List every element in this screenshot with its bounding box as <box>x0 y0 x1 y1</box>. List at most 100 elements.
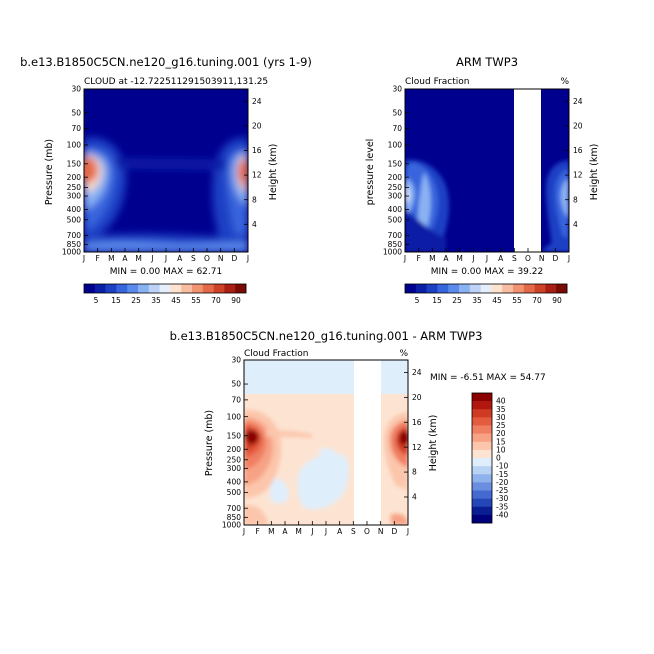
colorbar-swatch <box>534 284 546 293</box>
colorbar-swatch <box>472 425 492 434</box>
month-tick-label: J <box>324 527 327 536</box>
height-tick-label: 16 <box>573 146 583 155</box>
month-tick-label: O <box>525 254 531 263</box>
colorbar-swatch <box>202 284 214 293</box>
colorbar-label: 25 <box>496 421 506 430</box>
pressure-tick-label: 70 <box>71 124 81 133</box>
panel-c-min-max: MIN = -6.51 MAX = 54.77 <box>430 373 546 383</box>
colorbar-swatch <box>127 284 139 293</box>
height-tick-label: 8 <box>252 195 257 204</box>
pressure-tick-label: 300 <box>388 192 403 201</box>
colorbar-swatch <box>472 498 492 508</box>
month-tick-label: S <box>512 254 517 263</box>
colorbar-swatch <box>472 482 492 491</box>
height-tick-label: 8 <box>573 195 578 204</box>
panel-b-units: % <box>560 77 569 87</box>
colorbar-label: 35 <box>151 296 161 305</box>
height-tick-label: 20 <box>252 122 262 131</box>
month-tick-label: M <box>429 254 435 263</box>
colorbar-label: 40 <box>496 397 506 406</box>
pressure-tick-label: 1000 <box>62 248 81 257</box>
height-tick-label: 20 <box>412 393 422 402</box>
month-tick-label: J <box>82 254 85 263</box>
colorbar-swatch <box>159 284 171 293</box>
panel-a-y2label: Height (km) <box>268 144 279 201</box>
month-tick-label: A <box>122 254 128 263</box>
height-tick-label: 20 <box>573 122 583 131</box>
colorbar-swatch <box>472 433 492 443</box>
colorbar-label: 70 <box>532 296 542 305</box>
colorbar-swatch <box>472 441 492 451</box>
panel-a-min-max: MIN = 0.00 MAX = 62.71 <box>110 267 222 277</box>
panel-obs-cloud: ARM TWP3 Cloud Fraction % 30 50 70 100 150 20… <box>365 55 600 305</box>
month-tick-label: M <box>135 254 141 263</box>
panel-difference: b.e13.B1850C5CN.ne120_g16.tuning.001 - A… <box>170 329 546 536</box>
pressure-tick-label: 30 <box>231 356 241 365</box>
colorbar-swatch <box>472 466 492 475</box>
colorbar-outline <box>471 392 493 524</box>
colorbar-label: 15 <box>432 296 442 305</box>
colorbar-swatch <box>502 284 514 293</box>
height-tick-label: 12 <box>412 443 422 452</box>
month-tick-label: N <box>378 527 384 536</box>
colorbar-swatch <box>84 284 96 293</box>
colorbar-label: 10 <box>496 445 506 454</box>
pressure-tick-label: 400 <box>227 477 242 486</box>
colorbar-label: -40 <box>496 510 508 519</box>
colorbar-swatch <box>181 284 193 293</box>
colorbar-swatch <box>448 284 460 293</box>
colorbar-swatch <box>491 284 503 293</box>
colorbar-label: 0 <box>496 454 501 463</box>
panel-b-ylabel: pressure level <box>365 139 376 206</box>
pressure-tick-label: 50 <box>231 380 241 389</box>
height-tick-label: 16 <box>412 418 422 427</box>
pressure-tick-label: 150 <box>67 159 82 168</box>
panel-b-height-axis: 24 20 16 12 8 4 <box>565 97 583 229</box>
height-tick-label: 24 <box>573 97 583 106</box>
colorbar-swatch <box>513 284 525 293</box>
month-tick-label: S <box>351 527 356 536</box>
colorbar-swatch <box>116 284 128 293</box>
panel-a-field <box>84 89 248 252</box>
pressure-tick-label: 70 <box>392 124 402 133</box>
pressure-tick-label: 150 <box>227 431 242 440</box>
month-tick-label: M <box>295 527 301 536</box>
colorbar-swatch <box>469 284 481 293</box>
colorbar-swatch <box>480 284 492 293</box>
pressure-tick-label: 200 <box>227 445 242 454</box>
panel-c-y2label: Height (km) <box>428 415 439 472</box>
month-tick-label: M <box>268 527 274 536</box>
panel-b-subtitle: Cloud Fraction <box>405 77 470 87</box>
panel-c-subtitle: Cloud Fraction <box>244 349 309 359</box>
colorbar-swatch <box>472 490 492 499</box>
month-tick-label: J <box>403 254 406 263</box>
pressure-tick-label: 100 <box>388 141 403 150</box>
month-tick-label: J <box>567 254 570 263</box>
height-tick-label: 4 <box>252 220 257 229</box>
month-tick-label: A <box>282 527 288 536</box>
colorbar-swatch <box>437 284 449 293</box>
panel-c-field <box>244 360 408 525</box>
pressure-tick-label: 850 <box>227 513 242 522</box>
colorbar-label: -25 <box>496 486 508 495</box>
month-tick-label: O <box>204 254 210 263</box>
colorbar-swatch <box>472 393 492 402</box>
month-tick-label: M <box>108 254 114 263</box>
panel-c-units: % <box>399 349 408 359</box>
colorbar-label: 90 <box>552 296 562 305</box>
pressure-tick-label: 200 <box>67 173 82 182</box>
pressure-tick-label: 150 <box>388 159 403 168</box>
month-tick-label: J <box>471 254 474 263</box>
colorbar-label: 55 <box>512 296 522 305</box>
height-tick-label: 16 <box>252 146 262 155</box>
height-tick-label: 24 <box>412 368 422 377</box>
pressure-tick-label: 70 <box>231 395 241 404</box>
pressure-tick-label: 50 <box>392 108 402 117</box>
colorbar-swatch <box>213 284 225 293</box>
panel-b-colorbar: 5 15 25 35 45 55 70 90 <box>404 283 568 305</box>
